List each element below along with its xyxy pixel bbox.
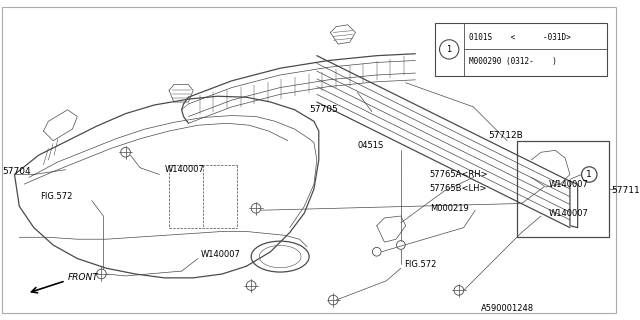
Text: M000219: M000219 (430, 204, 468, 213)
Text: FIG.572: FIG.572 (40, 192, 73, 201)
Text: M000290 (0312-    ): M000290 (0312- ) (468, 57, 556, 66)
Text: FRONT: FRONT (68, 273, 99, 282)
Text: 57704: 57704 (2, 167, 31, 176)
Text: W140007: W140007 (548, 180, 589, 189)
Text: 57765A<RH>: 57765A<RH> (430, 170, 488, 179)
Text: A590001248: A590001248 (481, 304, 534, 313)
Bar (435, 23, 607, 76)
Text: 57765B<LH>: 57765B<LH> (430, 184, 488, 194)
Text: 57712B: 57712B (488, 131, 523, 140)
Text: W140007: W140007 (164, 165, 204, 174)
Text: 0451S: 0451S (357, 141, 383, 150)
Text: 0101S    <      -031D>: 0101S < -031D> (468, 33, 570, 42)
Text: 1: 1 (447, 45, 452, 54)
Text: W140007: W140007 (548, 209, 589, 218)
Text: W140007: W140007 (201, 250, 241, 259)
Text: 57711: 57711 (611, 187, 640, 196)
Text: FIG.572: FIG.572 (404, 260, 436, 269)
Text: 1: 1 (586, 170, 592, 179)
Text: 57705: 57705 (309, 105, 338, 114)
